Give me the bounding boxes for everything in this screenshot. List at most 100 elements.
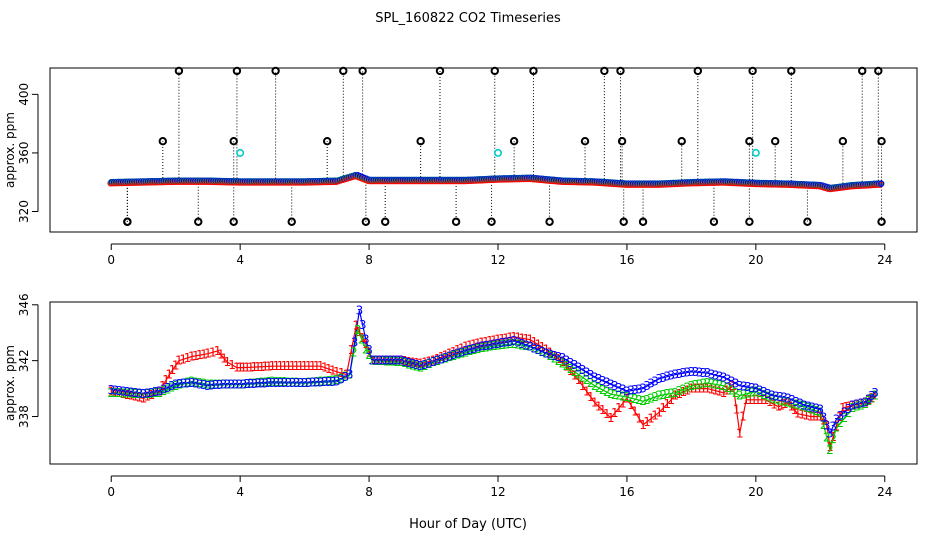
series-2-marker: 2 bbox=[184, 376, 192, 390]
series-3-marker: 3 bbox=[845, 402, 853, 416]
outlier-point bbox=[745, 137, 754, 146]
series-2-marker: 2 bbox=[748, 385, 756, 399]
series-2-marker: 2 bbox=[204, 377, 212, 391]
series-2-marker: 2 bbox=[313, 375, 321, 389]
series-1-marker: 1 bbox=[615, 401, 623, 415]
series-2-marker: 2 bbox=[796, 399, 804, 413]
series-2-marker: 2 bbox=[317, 375, 325, 389]
series-1-marker: 1 bbox=[383, 354, 391, 368]
series-1-marker: 1 bbox=[547, 346, 555, 360]
series-3-marker: 3 bbox=[812, 401, 820, 415]
series-1-marker: 1 bbox=[172, 358, 180, 372]
series-3-marker: 3 bbox=[772, 389, 780, 403]
chart-title: SPL_160822 CO2 Timeseries bbox=[375, 11, 561, 26]
series-3-marker: 3 bbox=[346, 368, 354, 382]
outlier-point bbox=[271, 66, 280, 76]
series-1-marker: 1 bbox=[273, 359, 281, 373]
series-1-marker: 1 bbox=[680, 385, 688, 399]
series-3-marker: 3 bbox=[526, 340, 534, 354]
series-2-marker: 2 bbox=[309, 375, 317, 389]
series-2-marker: 2 bbox=[583, 373, 591, 387]
series-3-marker: 3 bbox=[250, 377, 258, 391]
series-2-marker: 2 bbox=[285, 375, 293, 389]
series-1-marker: 1 bbox=[539, 340, 547, 354]
series-3-marker: 3 bbox=[857, 396, 865, 410]
bottom-y-tick-label: 338 bbox=[17, 405, 31, 428]
series-2-marker: 2 bbox=[502, 338, 510, 352]
series-1-marker: 1 bbox=[798, 408, 806, 422]
series-1-marker: 1 bbox=[317, 359, 325, 373]
series-1-marker: 1 bbox=[305, 359, 313, 373]
series-1-marker: 1 bbox=[289, 359, 297, 373]
series-1-marker: 1 bbox=[329, 363, 337, 377]
series-2-marker: 2 bbox=[623, 390, 631, 404]
series-1-marker: 1 bbox=[413, 356, 421, 370]
series-1-marker: 1 bbox=[387, 354, 395, 368]
series-2-marker: 2 bbox=[478, 341, 486, 355]
series-2-marker: 2 bbox=[587, 376, 595, 390]
series-2-marker: 2 bbox=[376, 354, 384, 368]
series-1-marker: 1 bbox=[470, 338, 478, 352]
series-1-marker: 1 bbox=[450, 345, 458, 359]
series-3-marker: 3 bbox=[454, 347, 462, 361]
series-3-marker: 3 bbox=[438, 352, 446, 366]
series-1-marker: 1 bbox=[152, 386, 160, 400]
series-2-marker: 2 bbox=[281, 375, 289, 389]
series-1-marker: 1 bbox=[247, 360, 255, 374]
series-1-marker: 1 bbox=[551, 349, 559, 363]
series-1-marker: 1 bbox=[179, 352, 187, 366]
series-3-marker: 3 bbox=[236, 377, 244, 391]
series-2-marker: 2 bbox=[247, 377, 255, 391]
series-1-marker: 1 bbox=[169, 363, 177, 377]
series-1-marker: 1 bbox=[787, 399, 795, 413]
series-3-marker: 3 bbox=[712, 368, 720, 382]
series-3-marker: 3 bbox=[273, 376, 281, 390]
series-1-marker: 1 bbox=[865, 393, 873, 407]
series-1-marker: 1 bbox=[579, 379, 587, 393]
series-3-marker: 3 bbox=[196, 377, 204, 391]
series-2-marker: 2 bbox=[595, 381, 603, 395]
series-2-marker: 2 bbox=[599, 383, 607, 397]
series-2-marker: 2 bbox=[124, 386, 132, 400]
series-3-marker: 3 bbox=[379, 354, 387, 368]
series-1-marker: 1 bbox=[379, 354, 387, 368]
series-2-marker: 2 bbox=[277, 375, 285, 389]
series-1-marker: 1 bbox=[188, 349, 196, 363]
series-1-marker: 1 bbox=[871, 389, 879, 403]
series-2-marker: 2 bbox=[712, 377, 720, 391]
outlier-point bbox=[529, 66, 538, 76]
series-2-marker: 2 bbox=[111, 386, 119, 400]
series-3-marker: 3 bbox=[539, 345, 547, 359]
series-3-marker: 3 bbox=[651, 374, 659, 388]
series-3-marker: 3 bbox=[671, 368, 679, 382]
series-2-marker: 2 bbox=[506, 337, 514, 351]
top-y-tick-label: 360 bbox=[17, 141, 31, 164]
series-1-marker: 1 bbox=[214, 344, 222, 358]
series-3-marker: 3 bbox=[800, 398, 808, 412]
outlier-point bbox=[709, 217, 719, 226]
series-3-marker: 3 bbox=[297, 376, 305, 390]
series-3-marker: 3 bbox=[144, 386, 152, 400]
bottom-y-tick-label: 342 bbox=[17, 349, 31, 372]
series-3-marker: 3 bbox=[466, 343, 474, 357]
series-3-marker: 3 bbox=[748, 381, 756, 395]
series-1-marker: 1 bbox=[124, 388, 132, 402]
series-3-marker: 3 bbox=[176, 377, 184, 391]
series-2-marker: 2 bbox=[261, 375, 269, 389]
series-2-marker: 2 bbox=[136, 387, 144, 401]
bottom-y-tick-label: 346 bbox=[17, 293, 31, 316]
series-3-marker: 3 bbox=[736, 379, 744, 393]
series-2-marker: 2 bbox=[273, 375, 281, 389]
series-2-marker: 2 bbox=[740, 388, 748, 402]
series-3-marker: 3 bbox=[293, 376, 301, 390]
series-1-marker: 1 bbox=[559, 355, 567, 369]
series-3-marker: 3 bbox=[700, 366, 708, 380]
series-3-marker: 3 bbox=[744, 380, 752, 394]
series-3-marker: 3 bbox=[401, 355, 409, 369]
series-3-marker: 3 bbox=[265, 376, 273, 390]
outlier-point bbox=[380, 217, 390, 226]
series-2-marker: 2 bbox=[551, 352, 559, 366]
series-2-marker: 2 bbox=[688, 379, 696, 393]
series-1-marker: 1 bbox=[655, 405, 663, 419]
series-2-marker: 2 bbox=[680, 382, 688, 396]
